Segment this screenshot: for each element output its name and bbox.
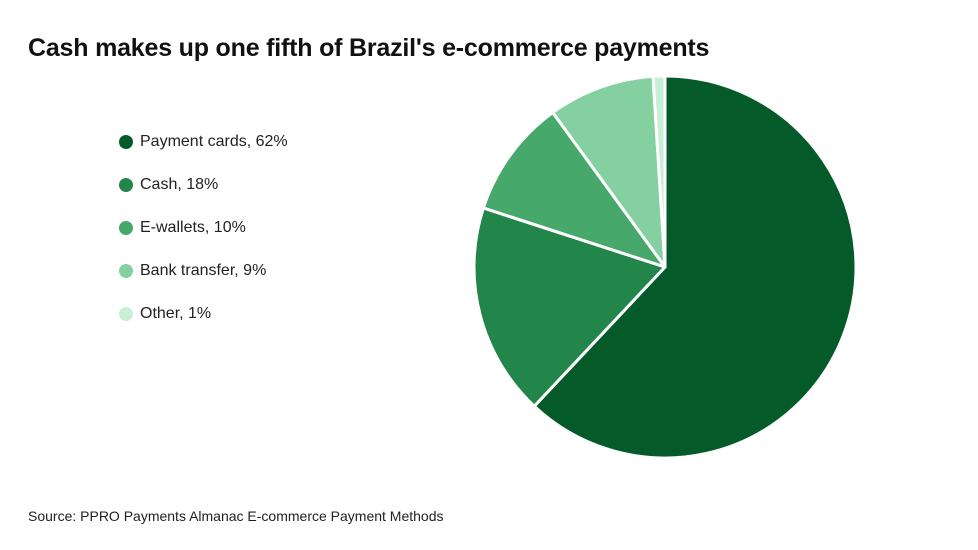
legend-item-bank-transfer: Bank transfer, 9% (119, 260, 288, 282)
source-note: Source: PPRO Payments Almanac E-commerce… (28, 508, 444, 524)
pie-chart (472, 74, 858, 460)
pie-slice-other (651, 74, 667, 269)
chart-title: Cash makes up one fifth of Brazil's e-co… (28, 34, 710, 62)
legend-swatch-cash (119, 178, 133, 192)
legend-label-payment-cards: Payment cards, 62% (140, 133, 288, 150)
legend-label-e-wallets: E-wallets, 10% (140, 219, 246, 236)
pie-slice-cash (472, 206, 667, 408)
legend-swatch-e-wallets (119, 221, 133, 235)
legend-swatch-other (119, 307, 133, 321)
legend-label-other: Other, 1% (140, 305, 212, 322)
legend-item-e-wallets: E-wallets, 10% (119, 217, 288, 239)
pie-slice-bank-transfer (551, 74, 667, 269)
legend-label-bank-transfer: Bank transfer, 9% (140, 262, 267, 279)
pie-slice-e-wallets (481, 110, 667, 269)
legend-swatch-payment-cards (119, 135, 133, 149)
legend-item-cash: Cash, 18% (119, 174, 288, 196)
legend: Payment cards, 62% Cash, 18% E-wallets, … (119, 131, 288, 346)
legend-label-cash: Cash, 18% (140, 176, 219, 193)
legend-item-other: Other, 1% (119, 303, 288, 325)
legend-swatch-bank-transfer (119, 264, 133, 278)
legend-item-payment-cards: Payment cards, 62% (119, 131, 288, 153)
pie-slice-payment-cards (532, 74, 858, 460)
